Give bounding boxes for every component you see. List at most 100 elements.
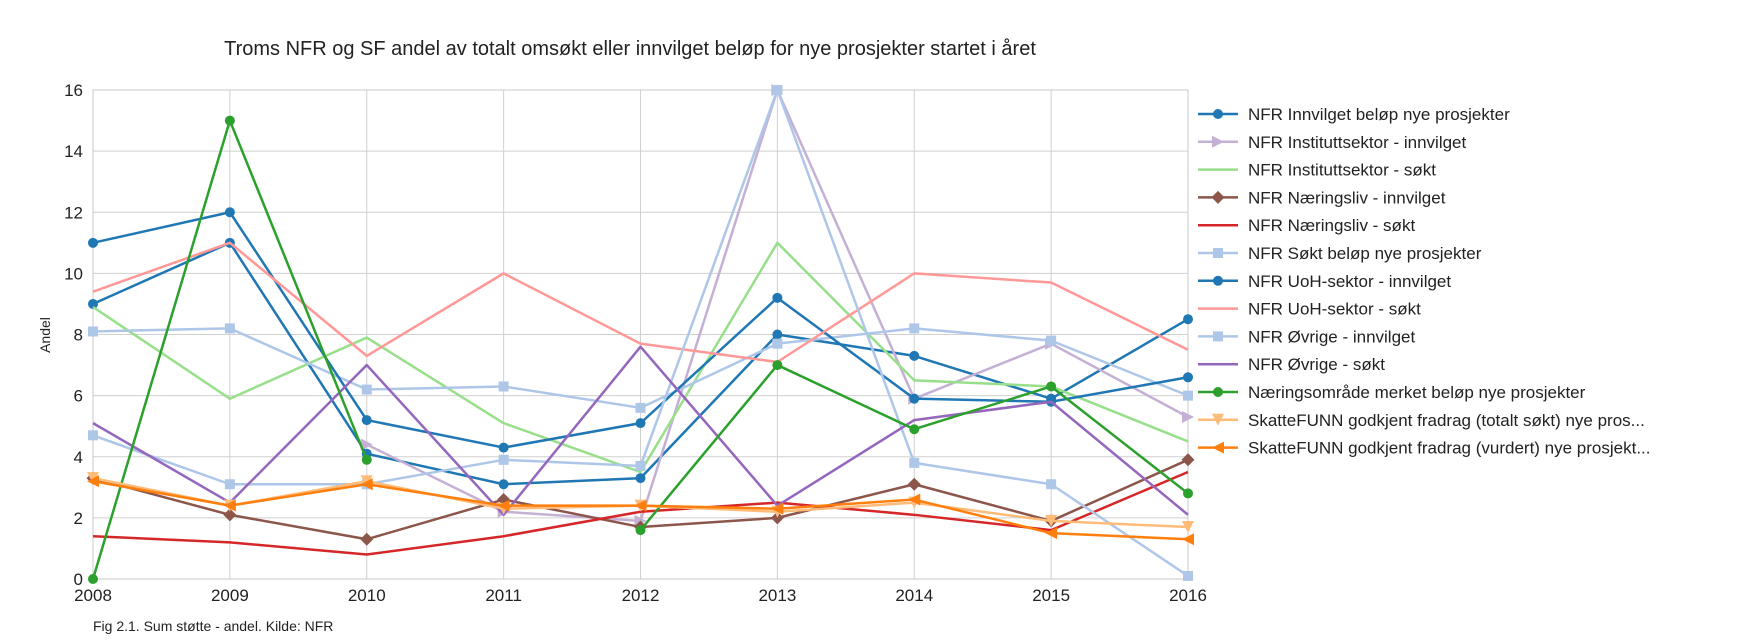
series-nfr-naeringsliv-sokt	[92, 470, 1189, 556]
data-point-nfr-uoh-sektor-innvilget	[635, 418, 646, 429]
y-tick-label: 12	[64, 203, 83, 222]
series-nfr-uoh-sektor-sokt	[92, 241, 1189, 364]
legend-marker	[1211, 190, 1225, 204]
legend-entry-nfr-naeringsliv-innvilget: NFR Næringsliv - innvilget	[1198, 188, 1446, 207]
data-point-nfr-innvilget-belop-nye-prosjekter	[88, 298, 98, 309]
y-tick-label: 10	[64, 264, 83, 283]
x-tick-label: 2016	[1169, 586, 1207, 605]
data-point-naeringsomrade-merket-belop-nye-prosjekter	[635, 525, 646, 536]
data-point-nfr-sokt-belop-nye-prosjekter	[772, 338, 783, 349]
data-point-nfr-naeringsliv-innvilget	[770, 511, 784, 525]
data-point-nfr-ovrige-innvilget	[1183, 570, 1193, 581]
data-point-skattefunn-godkjent-fradrag-vurdert-nye-prosjekt	[771, 502, 784, 515]
data-point-nfr-sokt-belop-nye-prosjekter	[224, 323, 235, 334]
legend-entry-nfr-uoh-sektor-innvilget: NFR UoH-sektor - innvilget	[1198, 272, 1451, 291]
x-tick-label: 2010	[348, 586, 386, 605]
x-tick-label: 2015	[1032, 586, 1070, 605]
data-point-nfr-ovrige-innvilget	[1046, 479, 1057, 490]
legend-marker	[1212, 441, 1224, 454]
data-point-nfr-naeringsliv-innvilget	[907, 477, 921, 491]
x-tick-label: 2013	[758, 586, 796, 605]
data-point-nfr-ovrige-innvilget	[772, 85, 783, 95]
data-point-nfr-uoh-sektor-innvilget	[224, 207, 235, 218]
data-point-naeringsomrade-merket-belop-nye-prosjekter	[361, 454, 372, 465]
legend-entry-nfr-instituttsektor-sokt: NFR Instituttsektor - søkt	[1198, 161, 1436, 180]
data-point-skattefunn-godkjent-fradrag-vurdert-nye-prosjekt	[634, 499, 647, 512]
legend-label: Næringsområde merket beløp nye prosjekte…	[1248, 383, 1586, 402]
data-point-skattefunn-godkjent-fradrag-vurdert-nye-prosjekt	[1182, 533, 1194, 546]
data-point-skattefunn-godkjent-fradrag-vurdert-nye-prosjekt	[360, 478, 373, 491]
data-point-nfr-uoh-sektor-innvilget	[1183, 372, 1193, 383]
data-point-skattefunn-godkjent-fradrag-vurdert-nye-prosjekt	[223, 499, 236, 512]
legend-label: SkatteFUNN godkjent fradrag (vurdert) ny…	[1248, 439, 1651, 458]
chart-title: Troms NFR og SF andel av totalt omsøkt e…	[224, 38, 1036, 60]
y-tick-label: 14	[64, 142, 83, 161]
data-point-skattefunn-godkjent-fradrag-vurdert-nye-prosjekt	[497, 499, 510, 512]
y-tick-label: 0	[74, 570, 83, 589]
data-point-naeringsomrade-merket-belop-nye-prosjekter	[772, 360, 783, 371]
legend-entry-naeringsomrade-merket-belop-nye-prosjekter: Næringsområde merket beløp nye prosjekte…	[1198, 383, 1586, 402]
data-point-nfr-ovrige-innvilget	[224, 479, 235, 490]
y-tick-label: 2	[74, 509, 83, 528]
legend-label: NFR Øvrige - søkt	[1248, 355, 1385, 374]
series-line-nfr-naeringsliv-sokt	[92, 470, 1189, 556]
legend-label: NFR Næringsliv - innvilget	[1248, 188, 1446, 207]
legend-label: NFR Næringsliv - søkt	[1248, 216, 1415, 235]
data-point-naeringsomrade-merket-belop-nye-prosjekter	[88, 574, 98, 584]
x-tick-label: 2008	[74, 586, 112, 605]
legend-label: NFR Søkt beløp nye prosjekter	[1248, 244, 1482, 263]
legend-label: NFR Innvilget beløp nye prosjekter	[1248, 105, 1510, 124]
data-point-skattefunn-godkjent-fradrag-vurdert-nye-prosjekt	[1045, 527, 1058, 540]
y-tick-label: 16	[64, 81, 83, 100]
data-point-nfr-uoh-sektor-innvilget	[909, 393, 920, 404]
y-tick-label: 4	[74, 448, 83, 467]
data-point-naeringsomrade-merket-belop-nye-prosjekter	[1046, 381, 1057, 392]
series-skattefunn-godkjent-fradrag-vurdert-nye-prosjekt	[87, 475, 1194, 546]
legend-marker	[1212, 413, 1224, 426]
data-point-skattefunn-godkjent-fradrag-totalt-sokt-nye-pros	[1182, 521, 1194, 534]
legend-label: SkatteFUNN godkjent fradrag (totalt søkt…	[1248, 411, 1645, 430]
series-nfr-sokt-belop-nye-prosjekter	[88, 323, 1193, 413]
series-nfr-instituttsektor-sokt	[92, 241, 1189, 474]
legend-entry-nfr-ovrige-innvilget: NFR Øvrige - innvilget	[1198, 327, 1415, 346]
x-tick-labels: 2008 2009 2010 2011 2012 2013 2014 2015 2016	[74, 586, 1207, 605]
legend-marker	[1213, 109, 1223, 119]
data-point-nfr-ovrige-innvilget	[88, 430, 98, 441]
x-tick-label: 2009	[211, 586, 249, 605]
data-point-nfr-instituttsektor-innvilget	[360, 438, 373, 451]
x-tick-label: 2014	[895, 586, 933, 605]
legend-marker	[1212, 135, 1224, 148]
data-point-naeringsomrade-merket-belop-nye-prosjekter	[224, 115, 235, 126]
legend-entry-nfr-innvilget-belop-nye-prosjekter: NFR Innvilget beløp nye prosjekter	[1198, 105, 1510, 124]
legend-marker	[1213, 331, 1223, 342]
data-point-nfr-uoh-sektor-innvilget	[361, 415, 372, 426]
legend-entry-nfr-sokt-belop-nye-prosjekter: NFR Søkt beløp nye prosjekter	[1198, 244, 1482, 263]
legend-label: NFR Øvrige - innvilget	[1248, 327, 1415, 346]
series-nfr-ovrige-sokt	[92, 345, 1189, 517]
data-point-nfr-ovrige-innvilget	[498, 454, 509, 465]
x-tick-label: 2012	[622, 586, 660, 605]
legend-entry-nfr-uoh-sektor-sokt: NFR UoH-sektor - søkt	[1198, 300, 1421, 319]
legend-entry-skattefunn-godkjent-fradrag-vurdert-nye-prosjekt: SkatteFUNN godkjent fradrag (vurdert) ny…	[1198, 439, 1651, 458]
y-tick-label: 6	[74, 387, 83, 406]
figure-caption: Fig 2.1. Sum støtte - andel. Kilde: NFR	[93, 618, 333, 634]
data-point-naeringsomrade-merket-belop-nye-prosjekter	[1183, 488, 1193, 499]
data-point-nfr-sokt-belop-nye-prosjekter	[88, 326, 98, 337]
series-line-nfr-instituttsektor-sokt	[92, 241, 1189, 474]
legend-entry-nfr-naeringsliv-sokt: NFR Næringsliv - søkt	[1198, 216, 1415, 235]
legend-marker	[1213, 387, 1223, 397]
legend-marker	[1213, 248, 1223, 258]
legend-label: NFR Instituttsektor - søkt	[1248, 161, 1436, 180]
data-point-nfr-innvilget-belop-nye-prosjekter	[498, 479, 509, 490]
x-tick-label: 2011	[485, 586, 522, 605]
legend: NFR Innvilget beløp nye prosjekter NFR In…	[1198, 105, 1651, 458]
legend-label: NFR Instituttsektor - innvilget	[1248, 133, 1467, 152]
data-point-nfr-naeringsliv-innvilget	[223, 508, 237, 522]
data-point-skattefunn-godkjent-fradrag-totalt-sokt-nye-pros	[87, 472, 99, 485]
data-point-nfr-ovrige-innvilget	[909, 457, 920, 468]
series-naeringsomrade-merket-belop-nye-prosjekter	[88, 115, 1193, 584]
series-layer	[86, 84, 1195, 584]
legend-entry-nfr-instituttsektor-innvilget: NFR Instituttsektor - innvilget	[1198, 133, 1467, 152]
data-point-nfr-ovrige-innvilget	[635, 460, 646, 471]
